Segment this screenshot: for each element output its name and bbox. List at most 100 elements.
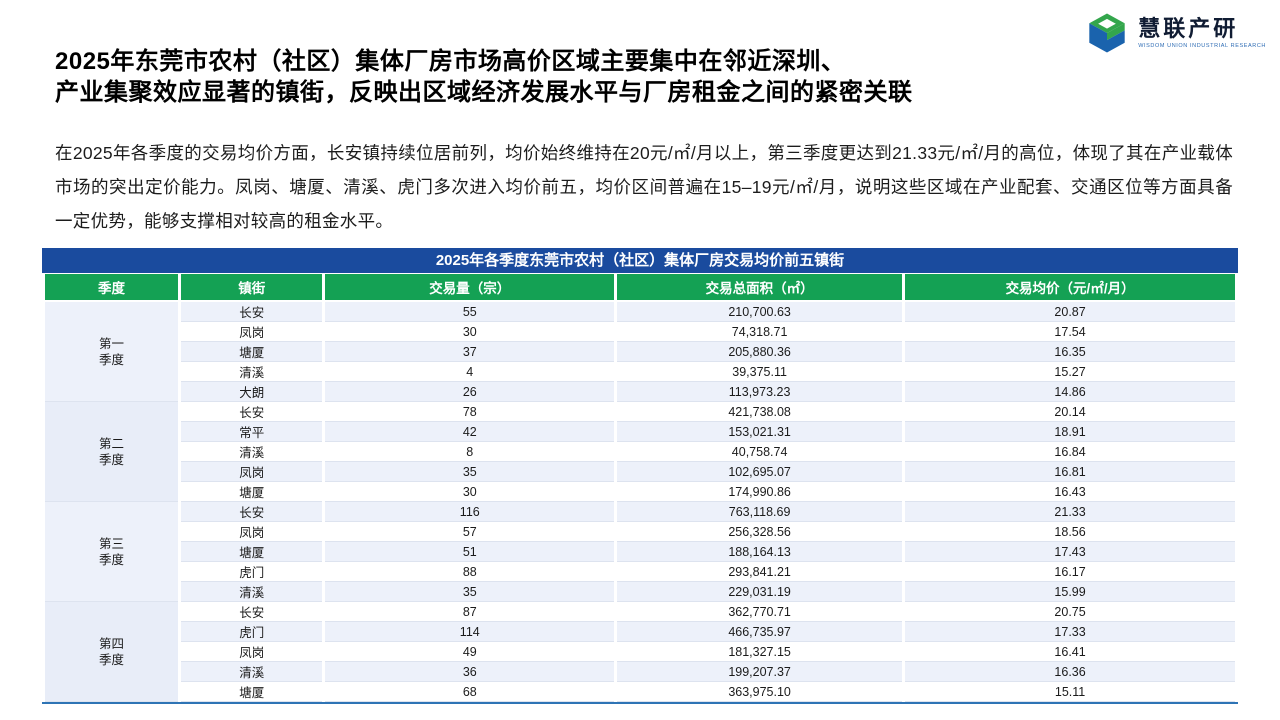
town-cell: 长安 — [181, 602, 323, 622]
price-cell: 20.14 — [905, 402, 1235, 422]
volume-cell: 51 — [325, 542, 615, 562]
volume-cell: 78 — [325, 402, 615, 422]
town-cell: 塘厦 — [181, 342, 323, 362]
table-title: 2025年各季度东莞市农村（社区）集体厂房交易均价前五镇街 — [42, 248, 1238, 273]
town-cell: 清溪 — [181, 442, 323, 462]
volume-cell: 49 — [325, 642, 615, 662]
table-row: 清溪 36 199,207.37 16.36 — [45, 662, 1235, 682]
volume-cell: 116 — [325, 502, 615, 522]
page-title-line2: 产业集聚效应显著的镇街，反映出区域经济发展水平与厂房租金之间的紧密关联 — [55, 79, 913, 106]
table-bottom-border — [42, 702, 1238, 704]
price-cell: 18.91 — [905, 422, 1235, 442]
quarter-cell: 第一 季度 — [45, 302, 179, 402]
town-cell: 塘厦 — [181, 682, 323, 702]
volume-cell: 88 — [325, 562, 615, 582]
table-row: 凤岗 49 181,327.15 16.41 — [45, 642, 1235, 662]
price-cell: 15.11 — [905, 682, 1235, 702]
company-logo: 慧联产研 WISDOM UNION INDUSTRIAL RESEARCH — [1084, 10, 1266, 56]
volume-cell: 8 — [325, 442, 615, 462]
volume-cell: 35 — [325, 462, 615, 482]
logo-text: 慧联产研 WISDOM UNION INDUSTRIAL RESEARCH — [1138, 16, 1266, 50]
column-header-price: 交易均价（元/㎡/月） — [905, 274, 1235, 302]
table-row: 塘厦 37 205,880.36 16.35 — [45, 342, 1235, 362]
page-title-line1: 2025年东莞市农村（社区）集体厂房市场高价区域主要集中在邻近深圳、 — [55, 48, 846, 75]
town-cell: 长安 — [181, 502, 323, 522]
table-row: 清溪 35 229,031.19 15.99 — [45, 582, 1235, 602]
area-cell: 256,328.56 — [617, 522, 903, 542]
town-cell: 塘厦 — [181, 542, 323, 562]
volume-cell: 30 — [325, 322, 615, 342]
volume-cell: 37 — [325, 342, 615, 362]
town-cell: 常平 — [181, 422, 323, 442]
area-cell: 210,700.63 — [617, 302, 903, 322]
logo-cube-icon — [1089, 13, 1125, 53]
table-row: 凤岗 30 74,318.71 17.54 — [45, 322, 1235, 342]
volume-cell: 114 — [325, 622, 615, 642]
volume-cell: 68 — [325, 682, 615, 702]
price-cell: 16.17 — [905, 562, 1235, 582]
quarter-cell: 第二 季度 — [45, 402, 179, 502]
town-cell: 凤岗 — [181, 322, 323, 342]
price-cell: 16.36 — [905, 662, 1235, 682]
quarter-cell: 第四 季度 — [45, 602, 179, 702]
table-row: 第一 季度 长安 55 210,700.63 20.87 — [45, 302, 1235, 402]
table-row: 虎门 88 293,841.21 16.17 — [45, 562, 1235, 582]
area-cell: 362,770.71 — [617, 602, 903, 622]
town-cell: 虎门 — [181, 562, 323, 582]
table-row: 第四 季度 长安 87 362,770.71 20.75 — [45, 602, 1235, 702]
area-cell: 293,841.21 — [617, 562, 903, 582]
area-cell: 363,975.10 — [617, 682, 903, 702]
price-table-section: 2025年各季度东莞市农村（社区）集体厂房交易均价前五镇街 季度 镇街 交易量（宗）… — [42, 248, 1238, 704]
volume-cell: 42 — [325, 422, 615, 442]
area-cell: 40,758.74 — [617, 442, 903, 462]
area-cell: 113,973.23 — [617, 382, 903, 402]
town-cell: 塘厦 — [181, 482, 323, 502]
price-cell: 18.56 — [905, 522, 1235, 542]
town-cell: 清溪 — [181, 582, 323, 602]
town-cell: 长安 — [181, 302, 323, 322]
price-cell: 20.75 — [905, 602, 1235, 622]
column-header-volume: 交易量（宗） — [325, 274, 615, 302]
table-row: 塘厦 51 188,164.13 17.43 — [45, 542, 1235, 562]
area-cell: 188,164.13 — [617, 542, 903, 562]
page-title: 2025年东莞市农村（社区）集体厂房市场高价区域主要集中在邻近深圳、 产业集聚效… — [55, 46, 913, 108]
table-row: 第二 季度 长安 78 421,738.08 20.14 — [45, 402, 1235, 502]
area-cell: 205,880.36 — [617, 342, 903, 362]
town-cell: 虎门 — [181, 622, 323, 642]
town-cell: 大朗 — [181, 382, 323, 402]
town-cell: 凤岗 — [181, 522, 323, 542]
area-cell: 421,738.08 — [617, 402, 903, 422]
column-header-area: 交易总面积（㎡） — [617, 274, 903, 302]
area-cell: 199,207.37 — [617, 662, 903, 682]
price-cell: 17.43 — [905, 542, 1235, 562]
town-cell: 长安 — [181, 402, 323, 422]
table-row: 虎门 114 466,735.97 17.33 — [45, 622, 1235, 642]
price-cell: 16.35 — [905, 342, 1235, 362]
volume-cell: 26 — [325, 382, 615, 402]
quarter-price-table: 季度 镇街 交易量（宗） 交易总面积（㎡） 交易均价（元/㎡/月） 第一 季度 长安 55 2… — [42, 274, 1238, 702]
price-cell: 16.43 — [905, 482, 1235, 502]
price-cell: 20.87 — [905, 302, 1235, 322]
volume-cell: 57 — [325, 522, 615, 542]
table-row: 清溪 4 39,375.11 15.27 — [45, 362, 1235, 382]
volume-cell: 30 — [325, 482, 615, 502]
table-row: 清溪 8 40,758.74 16.84 — [45, 442, 1235, 462]
area-cell: 39,375.11 — [617, 362, 903, 382]
volume-cell: 55 — [325, 302, 615, 322]
volume-cell: 35 — [325, 582, 615, 602]
price-cell: 17.33 — [905, 622, 1235, 642]
logo-tagline: WISDOM UNION INDUSTRIAL RESEARCH — [1138, 43, 1266, 49]
price-cell: 15.99 — [905, 582, 1235, 602]
town-cell: 凤岗 — [181, 642, 323, 662]
area-cell: 229,031.19 — [617, 582, 903, 602]
logo-name: 慧联产研 — [1138, 16, 1239, 41]
volume-cell: 87 — [325, 602, 615, 622]
town-cell: 清溪 — [181, 662, 323, 682]
price-cell: 16.81 — [905, 462, 1235, 482]
area-cell: 174,990.86 — [617, 482, 903, 502]
column-header-quarter: 季度 — [45, 274, 179, 302]
price-cell: 16.41 — [905, 642, 1235, 662]
table-row: 常平 42 153,021.31 18.91 — [45, 422, 1235, 442]
table-row: 大朗 26 113,973.23 14.86 — [45, 382, 1235, 402]
